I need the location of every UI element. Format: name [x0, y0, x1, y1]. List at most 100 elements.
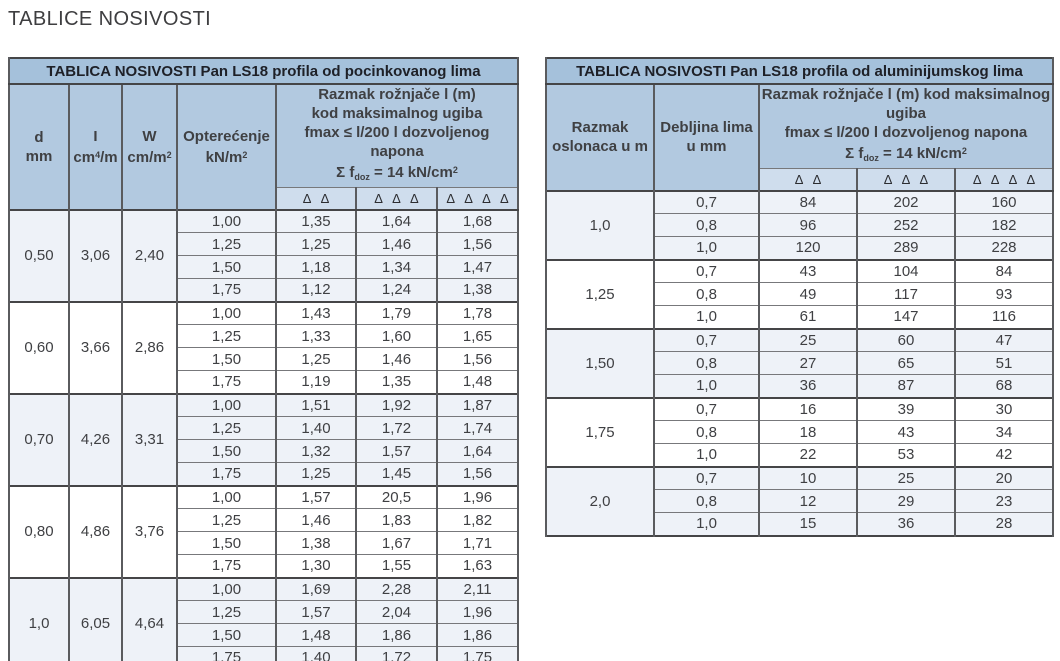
cell-value: 0,7	[653, 465, 760, 490]
cell-spacing: 2,0	[545, 465, 655, 536]
support-symbol-row: Δ Δ Δ Δ Δ Δ Δ Δ Δ	[9, 187, 519, 211]
cell-value: 15	[758, 512, 858, 536]
cell-moment: 3,66	[68, 300, 123, 394]
cell-value: 1,00	[176, 392, 277, 417]
cell-value: 0,7	[653, 396, 760, 421]
cell-d: 1,0	[8, 576, 70, 661]
cell-value: 1,74	[436, 416, 519, 440]
cell-value: 1,82	[436, 508, 519, 532]
table-row: 0,70 4,26 3,31 1,00 1,51 1,92 1,87	[8, 392, 519, 486]
cell-value: 1,83	[355, 508, 438, 532]
cell-value: 1,25	[275, 232, 357, 256]
cell-modulus: 2,40	[121, 208, 178, 302]
cell-modulus: 3,76	[121, 484, 178, 578]
cell-d: 0,80	[8, 484, 70, 578]
cell-value: 1,25	[176, 232, 277, 256]
table-row: 1,25 1,57 2,04 1,96	[9, 600, 519, 624]
cell-value: 22	[758, 443, 858, 467]
cell-value: 160	[954, 189, 1054, 214]
cell-value: 1,57	[275, 600, 357, 624]
cell-value: 1,40	[275, 416, 357, 440]
cell-value: 34	[954, 420, 1054, 444]
support-symbol-row: Δ Δ Δ Δ Δ Δ Δ Δ Δ	[546, 168, 1054, 192]
cell-value: 1,67	[355, 531, 438, 555]
cell-value: 87	[856, 374, 956, 398]
cell-value: 0,7	[653, 189, 760, 214]
cell-value: 1,63	[436, 554, 519, 578]
cell-value: 1,75	[436, 646, 519, 661]
cell-value: 1,35	[275, 208, 357, 233]
support-3-icon: Δ Δ Δ	[856, 168, 956, 192]
cell-value: 0,8	[653, 282, 760, 306]
cell-value: 2,28	[355, 576, 438, 601]
table-row: 0,8 18 43 34	[546, 420, 1054, 444]
cell-value: 1,50	[176, 531, 277, 555]
cell-value: 27	[758, 351, 858, 375]
cell-value: 1,64	[355, 208, 438, 233]
cell-value: 20,5	[355, 484, 438, 509]
table-row: 1,25 1,46 1,83 1,82	[9, 508, 519, 532]
cell-value: 1,38	[275, 531, 357, 555]
cell-value: 20	[954, 465, 1054, 490]
table-row: 0,80 4,86 3,76 1,00 1,57 20,5 1,96	[8, 484, 519, 578]
sigma-formula: Σ fdoz = 14 kN/cm2	[336, 164, 458, 182]
cell-value: 51	[954, 351, 1054, 375]
table-row: 0,60 3,66 2,86 1,00 1,43 1,79 1,78	[8, 300, 519, 394]
cell-value: 1,38	[436, 278, 519, 302]
cell-value: 68	[954, 374, 1054, 398]
cell-value: 10	[758, 465, 858, 490]
cell-value: 42	[954, 443, 1054, 467]
column-header-d: d mm	[8, 83, 70, 210]
cell-value: 1,35	[355, 370, 438, 394]
cell-value: 1,25	[176, 600, 277, 624]
cell-value: 1,51	[275, 392, 357, 417]
cell-value: 1,48	[275, 623, 357, 647]
cell-value: 61	[758, 305, 858, 329]
table-row: 1,50 1,32 1,57 1,64	[9, 439, 519, 463]
cell-value: 0,7	[653, 327, 760, 352]
cell-value: 1,00	[176, 300, 277, 325]
cell-moment: 4,26	[68, 392, 123, 486]
cell-value: 1,34	[355, 255, 438, 279]
aluminum-table-body: 1,0 0,7 84 202 160 0,8 96 252 182 1,0 120 289 228 1,2…	[545, 189, 1054, 536]
span-header: Razmak rožnjače l (m) kod maksimalnog ug…	[275, 83, 519, 188]
cell-value: 1,92	[355, 392, 438, 417]
support-4-icon: Δ Δ Δ Δ	[436, 187, 519, 211]
cell-value: 1,50	[176, 255, 277, 279]
cell-value: 65	[856, 351, 956, 375]
cell-value: 1,96	[436, 600, 519, 624]
cell-value: 0,8	[653, 489, 760, 513]
cell-value: 1,46	[355, 232, 438, 256]
cell-value: 202	[856, 189, 956, 214]
cell-value: 1,68	[436, 208, 519, 233]
column-header-modulus: W cm/m2	[121, 83, 178, 210]
cell-value: 84	[954, 258, 1054, 283]
table-row: 1,25 1,40 1,72 1,74	[9, 416, 519, 440]
cell-value: 1,79	[355, 300, 438, 325]
cell-value: 1,19	[275, 370, 357, 394]
cell-value: 1,0	[653, 443, 760, 467]
cell-value: 1,72	[355, 646, 438, 661]
table-row: 1,0 120 289 228	[546, 236, 1054, 260]
support-2-icon: Δ Δ	[758, 168, 858, 192]
column-header-load: Opterećenje kN/m2	[176, 83, 277, 210]
table-row: 1,0 22 53 42	[546, 443, 1054, 467]
cell-value: 1,47	[436, 255, 519, 279]
cell-modulus: 2,86	[121, 300, 178, 394]
cell-value: 39	[856, 396, 956, 421]
cell-value: 43	[856, 420, 956, 444]
cell-value: 1,86	[355, 623, 438, 647]
table-row: 0,50 3,06 2,40 1,00 1,35 1,64 1,68	[8, 208, 519, 302]
cell-value: 1,87	[436, 392, 519, 417]
table-title-row: TABLICA NOSIVOSTI Pan LS18 profila od al…	[545, 57, 1054, 85]
cell-d: 0,70	[8, 392, 70, 486]
table-row: 2,0 0,7 10 25 20	[545, 465, 1054, 536]
cell-value: 16	[758, 396, 858, 421]
cell-value: 18	[758, 420, 858, 444]
cell-value: 147	[856, 305, 956, 329]
galvanized-table-body: 0,50 3,06 2,40 1,00 1,35 1,64 1,68 1,25 1,25 1,46…	[8, 208, 519, 661]
cell-value: 25	[856, 465, 956, 490]
cell-value: 12	[758, 489, 858, 513]
table-row: 1,50 1,18 1,34 1,47	[9, 255, 519, 279]
